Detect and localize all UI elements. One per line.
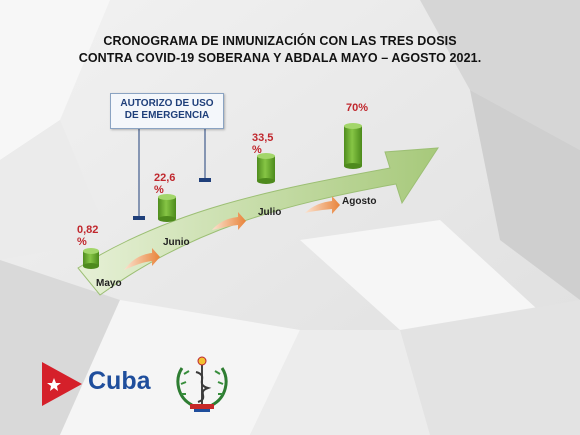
month-label-julio: Julio <box>258 207 282 218</box>
percent-label-mayo: 0,82 % <box>77 224 99 248</box>
title-line-1: CRONOGRAMA DE INMUNIZACIÓN CON LAS TRES … <box>103 34 457 48</box>
growth-arrow <box>77 147 439 296</box>
orange-arrow-3 <box>305 196 340 214</box>
callout-line-1: AUTORIZO DE USO <box>120 98 214 109</box>
ministry-emblem-icon <box>176 356 228 412</box>
cylinder-mayo <box>83 248 99 269</box>
orange-arrow-1 <box>124 248 160 270</box>
month-label-agosto: Agosto <box>342 196 377 207</box>
chart-title: CRONOGRAMA DE INMUNIZACIÓN CON LAS TRES … <box>20 33 540 67</box>
percent-label-agosto: 70% <box>346 102 369 114</box>
month-label-junio: Junio <box>163 237 190 248</box>
cylinder-agosto <box>344 123 362 169</box>
orange-arrow-2 <box>212 212 246 230</box>
title-line-2: CONTRA COVID-19 SOBERANA Y ABDALA MAYO –… <box>78 51 482 65</box>
callout-line-2: DE EMERGENCIA <box>124 110 210 121</box>
month-label-mayo: Mayo <box>96 278 122 289</box>
cylinder-junio <box>158 194 176 222</box>
cylinder-julio <box>257 153 275 184</box>
cuba-flag-icon <box>42 362 82 406</box>
emergency-use-callout: AUTORIZO DE USO DE EMERGENCIA <box>110 93 224 129</box>
percent-label-julio: 33,5 % <box>252 132 274 156</box>
cuba-logo-text: Cuba <box>88 367 151 395</box>
percent-label-junio: 22,6 % <box>154 172 176 196</box>
